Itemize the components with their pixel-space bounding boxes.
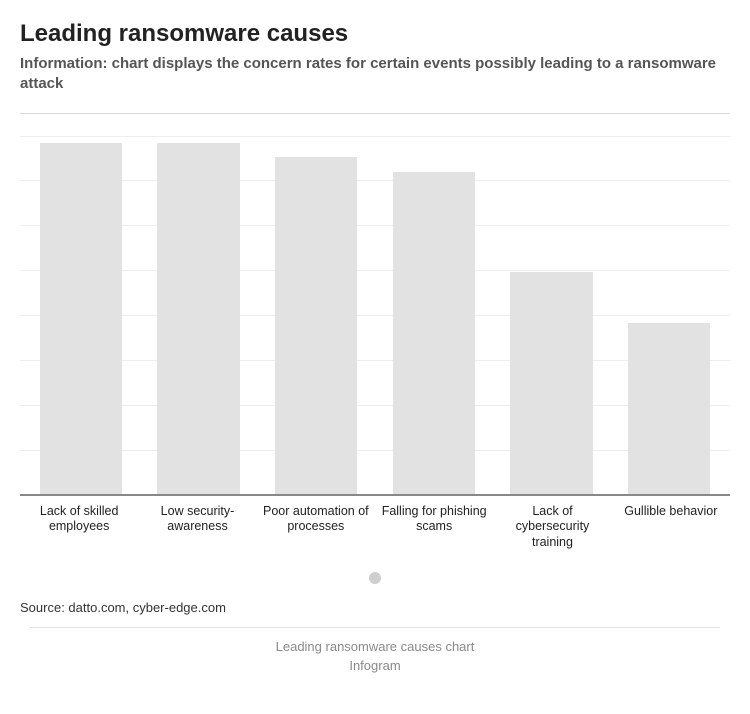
bar-slot xyxy=(140,136,258,496)
chart-title: Leading ransomware causes xyxy=(20,20,730,48)
bar-slot xyxy=(375,136,493,496)
footer: Leading ransomware causes chart Infogram xyxy=(30,628,720,684)
bar-slot xyxy=(610,136,728,496)
footer-brand: Infogram xyxy=(30,657,720,675)
footer-caption: Leading ransomware causes chart xyxy=(30,638,720,656)
x-axis-label: Low security-awareness xyxy=(138,504,256,551)
x-axis-label: Lack of skilled employees xyxy=(20,504,138,551)
bar-slot xyxy=(22,136,140,496)
footer-divider: Leading ransomware causes chart Infogram xyxy=(30,627,720,684)
chart-container: Leading ransomware causes Information: c… xyxy=(0,0,750,615)
pager xyxy=(20,572,730,584)
x-axis-label: Lack of cybersecurity training xyxy=(493,504,611,551)
pager-dot[interactable] xyxy=(369,572,381,584)
x-axis-label: Falling for phishing scams xyxy=(375,504,493,551)
x-axis-label: Poor automation of processes xyxy=(257,504,375,551)
bar xyxy=(628,323,710,496)
bar xyxy=(275,157,357,495)
bar xyxy=(393,172,475,496)
x-axis-labels: Lack of skilled employeesLow security-aw… xyxy=(20,504,730,551)
plot-area xyxy=(20,136,730,496)
bar xyxy=(510,272,592,495)
x-axis-label: Gullible behavior xyxy=(612,504,730,551)
bar-slot xyxy=(257,136,375,496)
chart-subtitle: Information: chart displays the concern … xyxy=(20,54,730,95)
source-text: Source: datto.com, cyber-edge.com xyxy=(20,600,730,615)
x-axis-baseline xyxy=(20,494,730,496)
bar xyxy=(40,143,122,496)
bar-slot xyxy=(493,136,611,496)
bar xyxy=(157,143,239,496)
bars-group xyxy=(20,136,730,496)
chart-frame: Lack of skilled employeesLow security-aw… xyxy=(20,113,730,551)
